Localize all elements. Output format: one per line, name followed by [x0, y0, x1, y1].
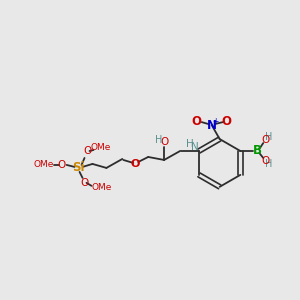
- Text: O: O: [58, 160, 66, 170]
- Text: N: N: [191, 142, 199, 152]
- Text: O: O: [222, 115, 232, 128]
- Text: H: H: [265, 159, 272, 169]
- Text: O: O: [261, 156, 269, 166]
- Text: OMe: OMe: [91, 183, 112, 192]
- Text: Si: Si: [72, 161, 85, 174]
- Text: OMe: OMe: [90, 142, 111, 152]
- Text: OMe: OMe: [34, 160, 54, 169]
- Text: O: O: [80, 178, 88, 188]
- Text: H: H: [186, 139, 194, 149]
- Text: O: O: [83, 146, 92, 156]
- Text: O: O: [160, 137, 168, 147]
- Text: H: H: [265, 132, 272, 142]
- Text: +: +: [212, 117, 219, 126]
- Text: O: O: [130, 159, 140, 169]
- Text: O: O: [261, 135, 269, 145]
- Text: O: O: [192, 115, 202, 128]
- Text: N: N: [207, 118, 217, 132]
- Text: H: H: [155, 135, 163, 145]
- Text: B: B: [253, 145, 262, 158]
